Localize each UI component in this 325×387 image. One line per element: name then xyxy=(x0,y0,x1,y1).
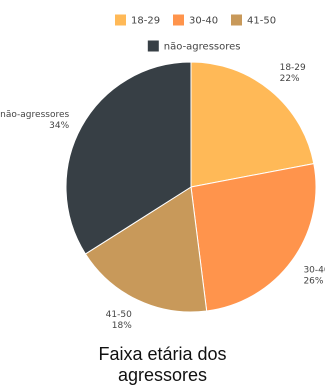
pie-slices xyxy=(65,61,317,313)
slice-value-41-50: 18% xyxy=(112,321,132,331)
legend-label-nao-agressores: não-agressores xyxy=(164,42,241,53)
legend-item-30-40: 30-40 xyxy=(173,14,218,27)
legend-item-nao-agressores: não-agressores xyxy=(147,40,241,53)
slice-value-30-40: 26% xyxy=(303,277,323,287)
legend-item-18-29: 18-29 xyxy=(115,14,160,27)
chart-title-line-2: agressores xyxy=(117,365,208,385)
chart-title: Faixa etária dos agressores xyxy=(0,344,325,386)
legend-item-41-50: 41-50 xyxy=(231,14,276,27)
chart-title-line-1: Faixa etária dos xyxy=(98,344,227,364)
slice-label-41-50: 41-50 xyxy=(106,310,132,320)
slice-value-nao-agressores: 34% xyxy=(49,121,69,131)
slice-label-18-29: 18-29 xyxy=(280,63,306,73)
pie-slice-30-40 xyxy=(190,162,317,312)
slice-label-30-40: 30-40 xyxy=(303,266,325,276)
pie-slice-41-50 xyxy=(84,186,208,313)
legend-swatch-41-50 xyxy=(231,14,242,26)
slice-label-nao-agressores: não-agressores xyxy=(0,110,69,120)
legend-label-30-40: 30-40 xyxy=(189,16,218,27)
pie-slice-18-29 xyxy=(190,61,315,188)
legend-swatch-30-40 xyxy=(173,14,184,26)
pie-slice-nao-agressores xyxy=(65,61,192,255)
legend-label-41-50: 41-50 xyxy=(247,16,276,27)
legend-swatch-18-29 xyxy=(115,14,126,26)
legend-label-18-29: 18-29 xyxy=(131,16,160,27)
legend-swatch-nao-agressores xyxy=(147,40,159,52)
slice-value-18-29: 22% xyxy=(280,74,300,84)
chart-legend: 18-29 30-40 41-50 não-agressores xyxy=(115,14,276,53)
